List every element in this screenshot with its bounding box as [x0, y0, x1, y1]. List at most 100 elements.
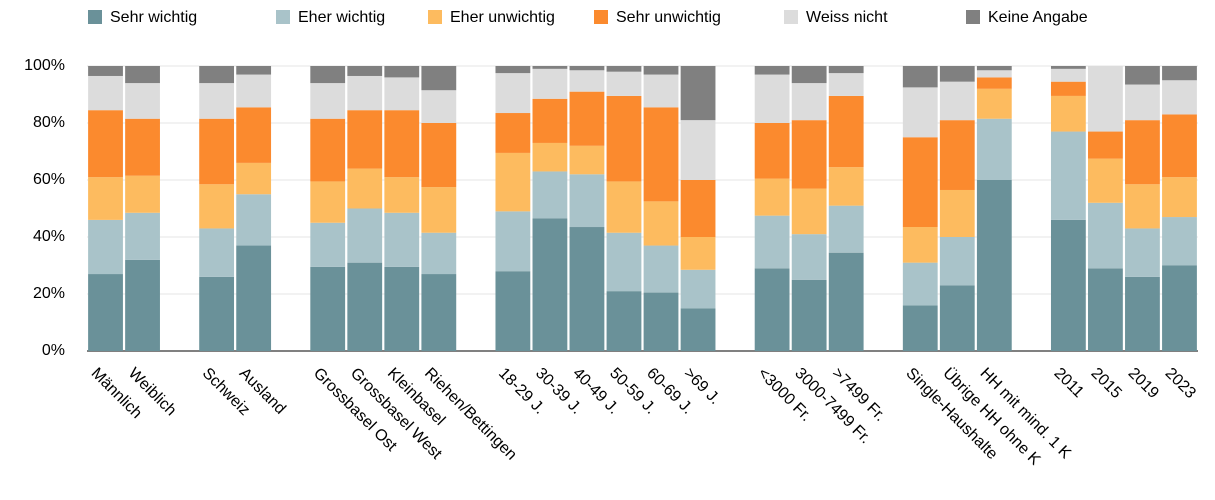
bar-segment	[976, 88, 1012, 119]
bar-segment	[754, 66, 790, 75]
bar-segment	[902, 87, 938, 138]
bar-segment	[680, 180, 716, 237]
bar-segment	[828, 252, 864, 351]
bar-segment	[569, 66, 605, 71]
bar-segment	[125, 175, 160, 213]
bar-segment	[828, 66, 864, 74]
bar-segment	[791, 279, 827, 351]
bar-segment	[1125, 184, 1160, 229]
bar-segment	[199, 118, 235, 185]
bar-segment	[939, 285, 975, 351]
bar-segment	[310, 181, 346, 223]
y-tick-label: 40%	[33, 228, 65, 245]
legend-swatch	[276, 10, 290, 24]
bar-segment	[421, 232, 457, 275]
bar-segment	[606, 71, 642, 96]
legend-swatch	[966, 10, 980, 24]
bar-segment	[680, 308, 716, 351]
bar-segment	[1125, 276, 1160, 351]
bar-segment	[754, 178, 790, 216]
bar-segment	[310, 266, 346, 351]
legend-label: Eher unwichtig	[450, 9, 555, 26]
bar-segment	[1162, 80, 1197, 115]
bar-segment	[1162, 217, 1197, 266]
bar-segment	[236, 194, 272, 246]
bar-segment	[384, 266, 420, 351]
bar-segment	[1050, 95, 1086, 132]
bar-segment	[643, 201, 679, 246]
bar-segment	[384, 77, 420, 111]
bar-segment	[791, 188, 827, 235]
bar-segment	[125, 259, 160, 351]
x-tick-label: 2011	[1051, 365, 1087, 401]
bar-segment	[902, 137, 938, 228]
bar-segment	[1125, 66, 1160, 85]
bar-segment	[199, 228, 235, 277]
bar-segment	[569, 174, 605, 228]
bar-segment	[125, 118, 160, 176]
bar-segment	[606, 232, 642, 292]
legend-swatch	[594, 10, 608, 24]
bar-segment	[976, 70, 1012, 78]
bar-segment	[754, 123, 790, 179]
bar-segment	[310, 118, 346, 182]
bar-segment	[828, 205, 864, 253]
bar-segment	[125, 212, 160, 260]
bar-segment	[1088, 158, 1123, 203]
bar-segment	[643, 66, 679, 75]
bar-segment	[236, 245, 272, 351]
bar-segment	[976, 66, 1012, 71]
bar-segment	[384, 110, 420, 178]
bar-segment	[421, 66, 457, 91]
bar-segment	[606, 181, 642, 233]
bar-segment	[495, 271, 531, 351]
legend-label: Sehr wichtig	[110, 9, 197, 26]
bar-segment	[421, 274, 457, 351]
bar-segment	[1088, 268, 1123, 351]
bar-segment	[347, 168, 383, 209]
bar-segment	[1125, 228, 1160, 277]
bar-segment	[606, 66, 642, 72]
bar-segment	[421, 187, 457, 233]
bar-segment	[939, 120, 975, 190]
bar-segment	[1050, 81, 1086, 96]
bar-segment	[828, 167, 864, 206]
legend-swatch	[428, 10, 442, 24]
y-tick-label: 80%	[33, 114, 65, 131]
y-tick-label: 20%	[33, 285, 65, 302]
bar-segment	[1050, 219, 1086, 351]
bar-segment	[88, 177, 123, 220]
bar-segment	[1088, 202, 1123, 269]
bar-segment	[569, 70, 605, 92]
bar-segment	[88, 66, 123, 76]
bar-segment	[1050, 66, 1086, 69]
bar-segment	[791, 234, 827, 280]
bar-segment	[902, 66, 938, 88]
bar-segment	[643, 74, 679, 108]
bar-segment	[1088, 131, 1123, 159]
bar-segment	[384, 66, 420, 78]
bar-segment	[1050, 68, 1086, 82]
bar-segment	[347, 110, 383, 169]
bar-segment	[532, 66, 568, 69]
bar-segment	[569, 145, 605, 175]
bar-segment	[199, 184, 235, 229]
bar-segment	[199, 66, 235, 84]
bar-segment	[88, 219, 123, 275]
bar-segment	[384, 177, 420, 213]
bar-segment	[199, 276, 235, 351]
bar-segment	[939, 189, 975, 237]
bar-segment	[791, 83, 827, 121]
bar-segment	[680, 66, 716, 121]
bar-segment	[310, 222, 346, 267]
bar-segment	[347, 208, 383, 263]
bar-segment	[88, 75, 123, 111]
y-tick-label: 60%	[33, 171, 65, 188]
bar-segment	[1125, 120, 1160, 185]
bar-segment	[791, 66, 827, 84]
bar-segment	[680, 120, 716, 180]
legend-label: Weiss nicht	[806, 9, 888, 26]
bar-segment	[976, 180, 1012, 351]
bar-segment	[236, 162, 272, 195]
bar-segment	[310, 83, 346, 119]
